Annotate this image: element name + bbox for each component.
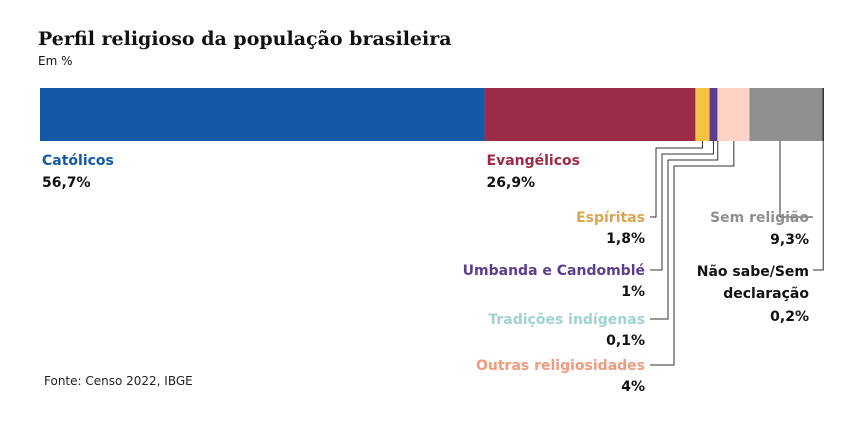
label-catolicos: Católicos xyxy=(42,153,114,169)
bar-segment-umbanda-e-candomble xyxy=(709,88,718,141)
value-espiritas: 1,8% xyxy=(606,231,645,247)
leader-line-outras-religiosidades xyxy=(650,141,735,366)
bar-segment-sem-religiao xyxy=(749,88,823,141)
bar-segment-espiritas xyxy=(695,88,710,141)
value-sem-religiao: 9,3% xyxy=(770,232,809,248)
bar-segment-catolicos xyxy=(40,88,485,141)
value-nao-sabe-sem-declaracao: 0,2% xyxy=(770,309,809,325)
leader-line-umbanda-e-candomble xyxy=(650,141,714,271)
value-evangelicos: 26,9% xyxy=(487,175,536,191)
label-evangelicos: Evangélicos xyxy=(487,153,580,169)
leader-line-sem-religiao xyxy=(779,141,813,218)
chart-source: Fonte: Censo 2022, IBGE xyxy=(44,374,193,388)
bar-segment-outras-religiosidades xyxy=(718,88,750,141)
label-espiritas: Espíritas xyxy=(576,210,645,226)
value-catolicos: 56,7% xyxy=(42,175,91,191)
value-tradicoes-indigenas: 0,1% xyxy=(606,333,645,349)
chart-subtitle: Em % xyxy=(38,54,73,68)
value-umbanda-e-candomble: 1% xyxy=(621,284,645,300)
leader-line-espiritas xyxy=(650,141,703,218)
bar-segment-evangelicos xyxy=(484,88,696,141)
chart-title: Perfil religioso da população brasileira xyxy=(38,28,452,50)
label-outras-religiosidades: Outras religiosidades xyxy=(476,358,645,374)
label-umbanda-e-candomble: Umbanda e Candomblé xyxy=(463,263,645,279)
bar-segment-nao-sabe-sem-declaracao xyxy=(822,88,824,141)
leader-line-tradicoes-indigenas xyxy=(650,141,719,320)
label-tradicoes-indigenas: Tradições indígenas xyxy=(488,312,645,328)
value-outras-religiosidades: 4% xyxy=(621,379,645,395)
label-sem-religiao: Sem religião xyxy=(710,210,809,226)
bar-segment-tradicoes-indigenas xyxy=(717,88,719,141)
label-nao-sabe-sem-declaracao: Não sabe/Sem declaração xyxy=(697,264,810,302)
leader-line-nao-sabe-sem-declaracao xyxy=(813,141,824,271)
